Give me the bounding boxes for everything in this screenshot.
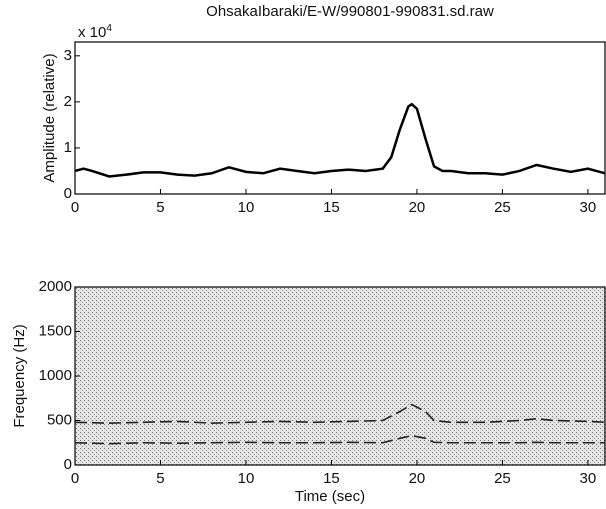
chart-title: OhsakaIbaraki/E-W/990801-990831.sd.raw <box>206 3 494 20</box>
amplitude-line <box>74 102 606 178</box>
x-tick-label: 10 <box>238 470 255 487</box>
x-tick-label: 0 <box>71 470 79 487</box>
x-tick-label: 30 <box>580 470 597 487</box>
y-tick-label: 2 <box>64 93 72 110</box>
x-tick-label: 15 <box>323 470 340 487</box>
y-tick-label: 1000 <box>39 367 72 384</box>
y-axis-label: Frequency (Hz) <box>11 324 28 427</box>
x-tick-label: 5 <box>156 199 164 216</box>
x-tick-label: 25 <box>494 470 511 487</box>
spectral-ridge <box>74 434 605 445</box>
y-tick-label: 0 <box>64 185 72 202</box>
spectral-ridge <box>74 403 606 424</box>
y-tick-label: 0 <box>64 456 72 473</box>
x-tick-label: 20 <box>409 470 426 487</box>
x-tick-label: 15 <box>323 199 340 216</box>
x-axis-label: Time (sec) <box>295 488 365 505</box>
x-tick-label: 20 <box>409 199 426 216</box>
exponent: x 104 <box>78 23 112 41</box>
axes-box <box>74 41 606 195</box>
y-tick-label: 2000 <box>39 278 72 295</box>
spectrogram-background <box>75 287 605 465</box>
x-tick-label: 5 <box>156 470 164 487</box>
x-tick-label: 30 <box>580 199 597 216</box>
x-tick-label: 25 <box>494 199 511 216</box>
y-tick-label: 1500 <box>39 322 72 339</box>
y-axis-label: Amplitude (relative) <box>41 53 58 182</box>
x-tick-label: 0 <box>71 199 79 216</box>
y-tick-label: 1 <box>64 139 72 156</box>
x-tick-label: 10 <box>238 199 255 216</box>
y-tick-label: 3 <box>64 47 72 64</box>
y-tick-label: 500 <box>47 411 72 428</box>
